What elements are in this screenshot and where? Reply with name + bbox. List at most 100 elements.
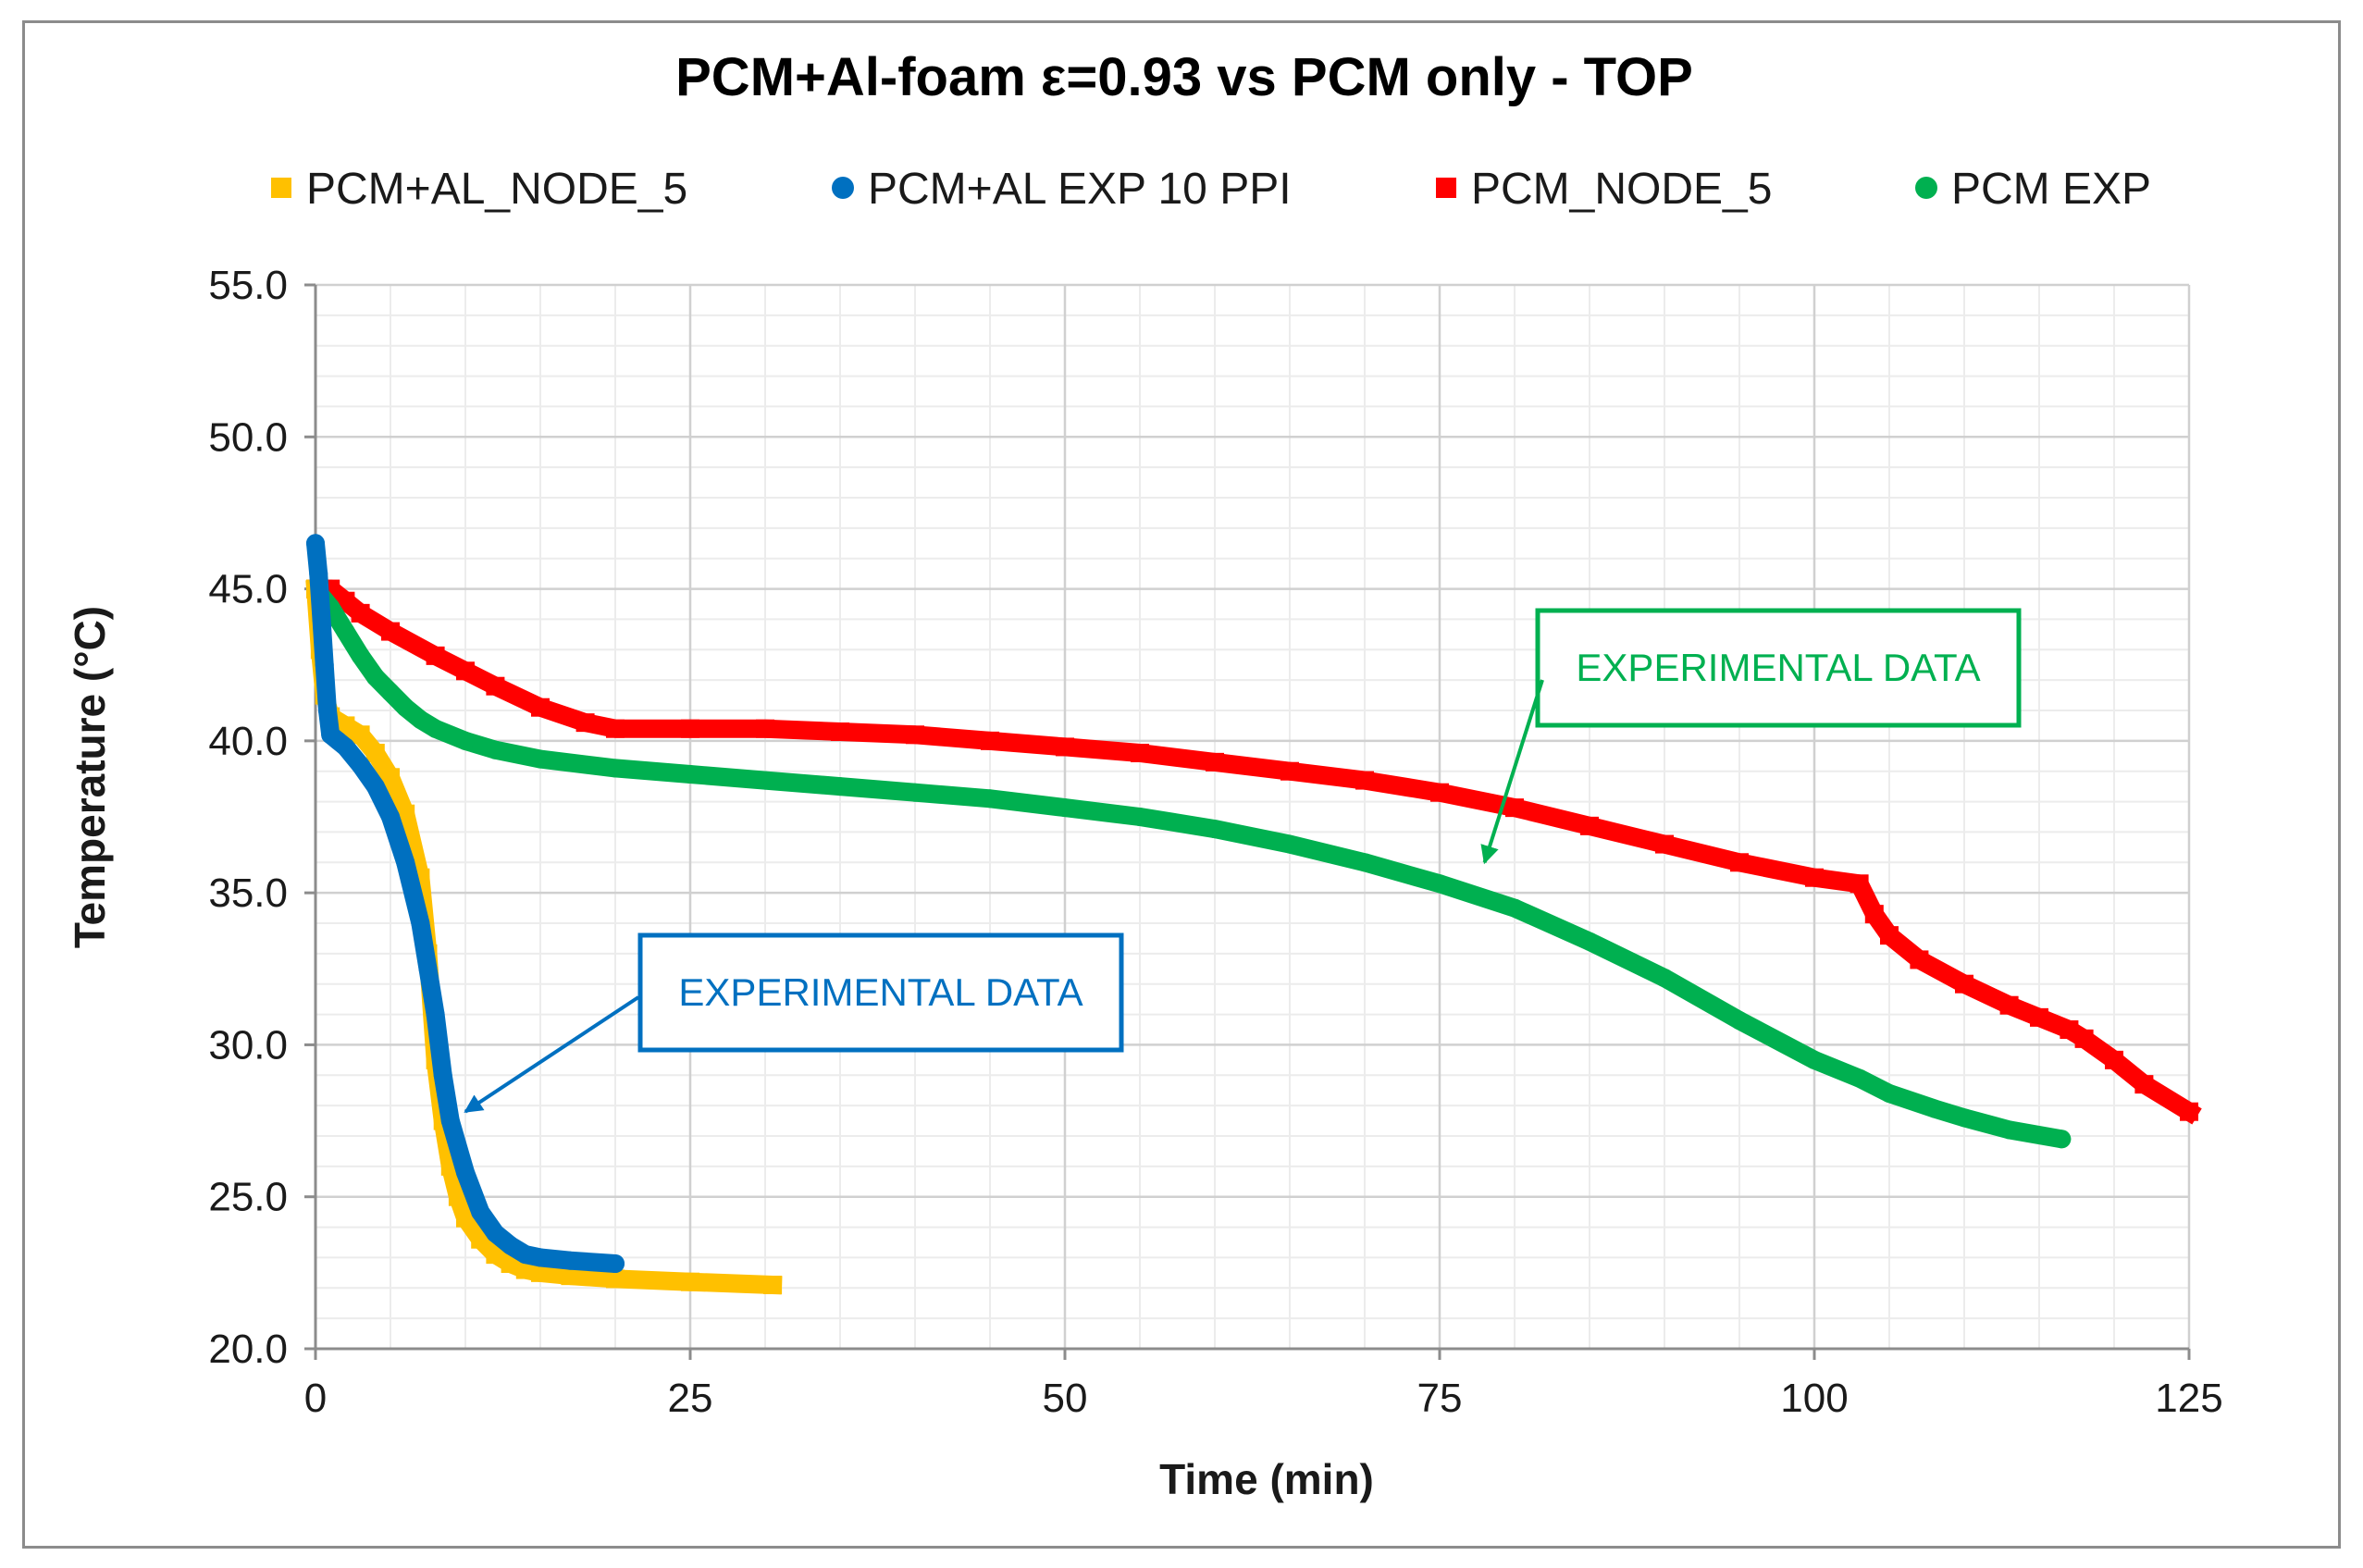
data-point [1430, 783, 1449, 802]
legend-marker [1915, 177, 1937, 199]
data-point [1805, 1050, 1824, 1069]
legend-label: PCM_NODE_5 [1471, 165, 1772, 214]
data-point [471, 1229, 490, 1249]
annotation-box [1535, 608, 2022, 728]
series-pcm-exp [306, 579, 2072, 1149]
data-point [351, 756, 370, 775]
legend-label: PCM+AL_NODE_5 [306, 165, 687, 214]
data-point [1355, 853, 1374, 872]
legend-item-pcm-al-node-5: PCM+AL_NODE_5 [271, 165, 687, 214]
data-point [756, 719, 774, 738]
data-point [411, 710, 430, 729]
annotation-arrow [1480, 679, 1544, 865]
data-point [1206, 752, 1224, 772]
data-point [515, 1245, 535, 1265]
data-point [1131, 744, 1149, 762]
data-point [501, 1236, 520, 1255]
data-point [681, 1272, 699, 1291]
y-tick-label: 30.0 [208, 1022, 288, 1068]
legend-item-pcm-al-exp-10-ppi: PCM+AL EXP 10 PPI [832, 165, 1292, 214]
data-point [531, 749, 550, 769]
data-point [2060, 1020, 2079, 1039]
legend-marker [1436, 178, 1456, 198]
annotation-label: EXPERIMENTAL DATA [1576, 646, 1980, 689]
data-point [418, 959, 438, 979]
data-point [1805, 868, 1824, 887]
data-point [433, 1066, 452, 1085]
data-point [1206, 820, 1224, 839]
data-point [1730, 1011, 1749, 1031]
data-point [2030, 1007, 2048, 1027]
legend-label: PCM EXP [1951, 165, 2151, 214]
data-point [2052, 1130, 2072, 1149]
y-tick-label: 40.0 [208, 719, 288, 764]
data-point [2105, 1050, 2123, 1069]
data-point [1999, 1120, 2019, 1140]
y-tick-labels: 20.0 25.0 30.0 35.0 40.0 45.0 50.0 55.0 [208, 263, 288, 1372]
data-point [1430, 874, 1449, 894]
data-point [336, 716, 355, 735]
x-tick-label: 125 [2155, 1376, 2222, 1421]
data-point [1850, 874, 1869, 894]
legend-item-pcm-exp: PCM EXP [1915, 165, 2151, 214]
data-point [426, 719, 445, 738]
data-point [681, 719, 699, 738]
data-point [606, 1269, 625, 1289]
data-point [1655, 834, 1674, 854]
data-point [440, 1111, 460, 1130]
data-point [309, 564, 328, 584]
data-point [906, 725, 924, 745]
x-tick-label: 50 [1043, 1376, 1088, 1421]
legend: PCM+AL_NODE_5 PCM+AL EXP 10 PPI PCM_NODE_5… [271, 165, 2151, 214]
annotation-label: EXPERIMENTAL DATA [678, 970, 1083, 1014]
chart-canvas: 0 25 50 75 100 125 20.0 25.0 30.0 35.0 40.0 45.0 50… [66, 47, 2223, 1503]
y-tick-label: 35.0 [208, 870, 288, 916]
data-point [336, 622, 355, 641]
x-tick-label: 75 [1417, 1376, 1463, 1421]
data-point [1655, 969, 1674, 988]
data-point [561, 1251, 580, 1270]
data-point [312, 610, 331, 629]
data-point [1924, 1099, 1944, 1118]
data-point [448, 1187, 467, 1206]
data-point [351, 646, 370, 665]
data-point [315, 655, 334, 674]
data-point [561, 1266, 580, 1286]
legend-marker [271, 178, 291, 198]
data-point [381, 622, 400, 641]
axes [304, 283, 2191, 1360]
data-point [486, 1224, 505, 1243]
data-point [365, 667, 385, 686]
y-tick-label: 25.0 [208, 1175, 288, 1220]
data-point [2074, 1029, 2094, 1048]
chart-title: PCM+Al-foam ε=0.93 vs PCM only - TOP [675, 47, 1693, 107]
data-point [396, 853, 415, 872]
data-point [2180, 1102, 2198, 1121]
data-point [1056, 737, 1074, 757]
data-point [1864, 905, 1884, 924]
minor-gridlines [315, 284, 2190, 1350]
data-point [486, 740, 505, 759]
y-tick-label: 55.0 [208, 263, 288, 308]
data-point [456, 1163, 475, 1182]
data-point [426, 1005, 445, 1024]
y-tick-label: 45.0 [208, 567, 288, 612]
data-point [1880, 926, 1899, 945]
data-point [456, 1208, 475, 1228]
x-tick-label: 0 [304, 1376, 327, 1421]
data-point [1730, 853, 1749, 872]
data-point [306, 534, 325, 553]
x-tick-label: 100 [1780, 1376, 1848, 1421]
data-point [606, 719, 625, 738]
data-point [1280, 761, 1299, 781]
data-point [1580, 816, 1599, 835]
data-point [763, 1276, 783, 1294]
data-point [1505, 798, 1524, 818]
data-point [681, 765, 699, 784]
data-point [396, 804, 415, 823]
y-tick-label: 20.0 [208, 1327, 288, 1372]
data-point [381, 768, 400, 787]
series-layer [305, 534, 2202, 1295]
data-point [381, 683, 400, 702]
annotation-callout: EXPERIMENTAL DATA [1480, 608, 2022, 865]
